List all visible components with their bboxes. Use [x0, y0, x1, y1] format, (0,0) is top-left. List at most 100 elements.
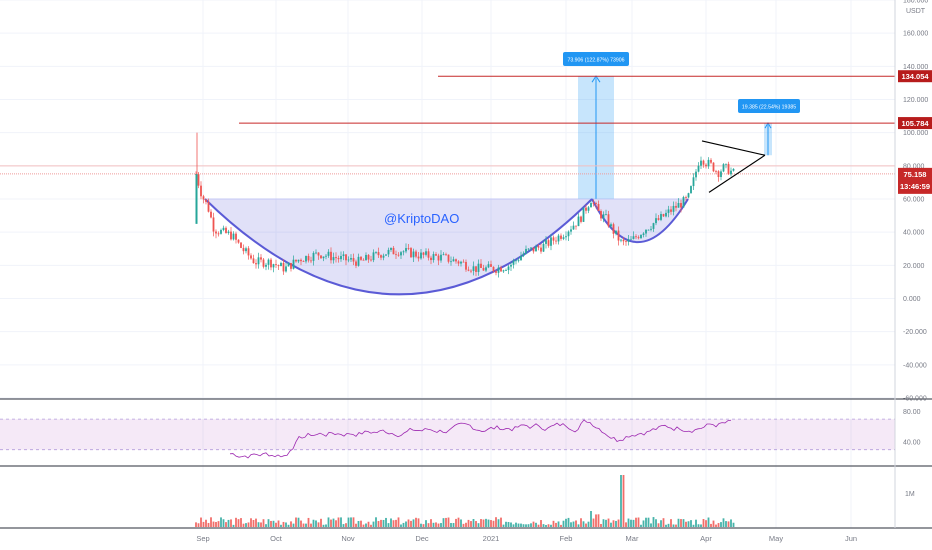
- candle-body: [707, 159, 710, 167]
- candle-body: [520, 255, 522, 261]
- volume-bar: [612, 520, 615, 527]
- candle-body: [687, 193, 690, 198]
- volume-bar: [530, 523, 532, 527]
- candle-body: [432, 254, 435, 261]
- volume-bar: [347, 517, 350, 527]
- volume-bar: [312, 519, 315, 527]
- volume-bar: [387, 523, 390, 527]
- candle-body: [452, 259, 455, 262]
- volume-bar: [295, 517, 297, 527]
- candle-body: [662, 214, 665, 217]
- price-tick: 100.000: [903, 130, 928, 137]
- volume-bar: [242, 523, 245, 527]
- volume-bar: [562, 520, 565, 527]
- volume-bar: [642, 520, 645, 527]
- price-tick: -40.000: [903, 362, 927, 369]
- volume-bar: [232, 524, 235, 527]
- candle-body: [587, 207, 590, 211]
- volume-bar: [495, 517, 497, 527]
- volume-bar: [425, 520, 427, 527]
- volume-bar: [220, 517, 222, 527]
- candle-body: [490, 264, 492, 267]
- candle-body: [397, 254, 400, 256]
- candle-body: [265, 264, 267, 267]
- candle-body: [260, 257, 262, 260]
- price-tag-timer: 13:46:59: [900, 182, 930, 191]
- candle-body: [280, 262, 282, 267]
- measure-label-2: 19.385 (22.54%) 19385: [742, 105, 796, 111]
- candle-body: [242, 247, 245, 252]
- volume-bar: [577, 524, 580, 527]
- volume-bar: [667, 523, 670, 527]
- volume-bar: [515, 522, 517, 527]
- volume-bar: [247, 522, 250, 527]
- candle-body: [200, 185, 202, 197]
- candle-body: [577, 216, 580, 227]
- watermark-label: @KriptoDAO: [384, 211, 459, 226]
- volume-bar: [567, 517, 570, 527]
- volume-bar: [390, 518, 392, 527]
- volume-bar: [475, 521, 477, 527]
- volume-bar: [215, 521, 217, 527]
- candle-body: [607, 214, 610, 227]
- candle-body: [527, 248, 530, 250]
- volume-bar: [520, 523, 522, 527]
- volume-bar: [262, 519, 265, 527]
- time-tick: Sep: [196, 534, 209, 543]
- candle-body: [500, 267, 502, 272]
- candle-body: [700, 160, 702, 166]
- candle-body: [665, 212, 667, 217]
- cup-pattern: [204, 198, 689, 296]
- volume-bar: [257, 522, 260, 527]
- candle-body: [412, 251, 415, 258]
- volume-bar: [410, 520, 412, 527]
- candle-body: [385, 254, 387, 256]
- candle-body: [725, 163, 727, 165]
- candle-body: [377, 252, 380, 256]
- volume-bar: [565, 518, 567, 527]
- volume-bar: [620, 475, 622, 527]
- candle-body: [675, 205, 677, 208]
- volume-bar: [585, 523, 587, 527]
- volume-bar: [375, 517, 377, 527]
- candle-body: [627, 239, 630, 242]
- price-tick: 80.000: [903, 163, 925, 170]
- volume-bar: [260, 522, 262, 527]
- candle-body: [357, 256, 360, 266]
- price-tag-bg: [898, 70, 932, 83]
- price-tag-label: 105.784: [901, 119, 929, 128]
- candle-body: [462, 261, 465, 263]
- candle-body: [497, 267, 500, 273]
- volume-bar: [297, 517, 300, 527]
- volume-bar: [290, 521, 292, 527]
- candle-body: [400, 252, 402, 256]
- rsi-path: [229, 419, 732, 459]
- candle-body: [395, 254, 397, 256]
- volume-bar: [340, 517, 342, 527]
- volume-bar: [710, 523, 712, 527]
- volume-bar: [450, 523, 452, 527]
- candle-body: [475, 266, 477, 272]
- volume-bar: [592, 518, 595, 527]
- candle-body: [612, 224, 615, 234]
- candle-body: [635, 236, 637, 238]
- candle-body: [537, 246, 540, 248]
- volume-bar: [445, 517, 447, 527]
- candle-body: [552, 237, 555, 241]
- candle-body: [417, 256, 420, 259]
- volume-bar: [650, 523, 652, 527]
- candle-body: [570, 229, 572, 232]
- volume-bar: [265, 524, 267, 527]
- volume-bar: [287, 524, 290, 527]
- volume-bar: [377, 521, 380, 527]
- candle-body: [230, 231, 232, 240]
- volume-bar: [212, 521, 215, 527]
- candle-body: [255, 263, 257, 265]
- candle-body: [535, 246, 537, 252]
- volume-bar: [300, 520, 302, 527]
- candle-body: [370, 259, 372, 261]
- price-axis: 180.000 160.000 140.000 120.000 100.000 80.00…: [903, 0, 928, 498]
- candle-body: [422, 252, 425, 255]
- volume-bar: [245, 523, 247, 527]
- candle-body: [227, 231, 230, 234]
